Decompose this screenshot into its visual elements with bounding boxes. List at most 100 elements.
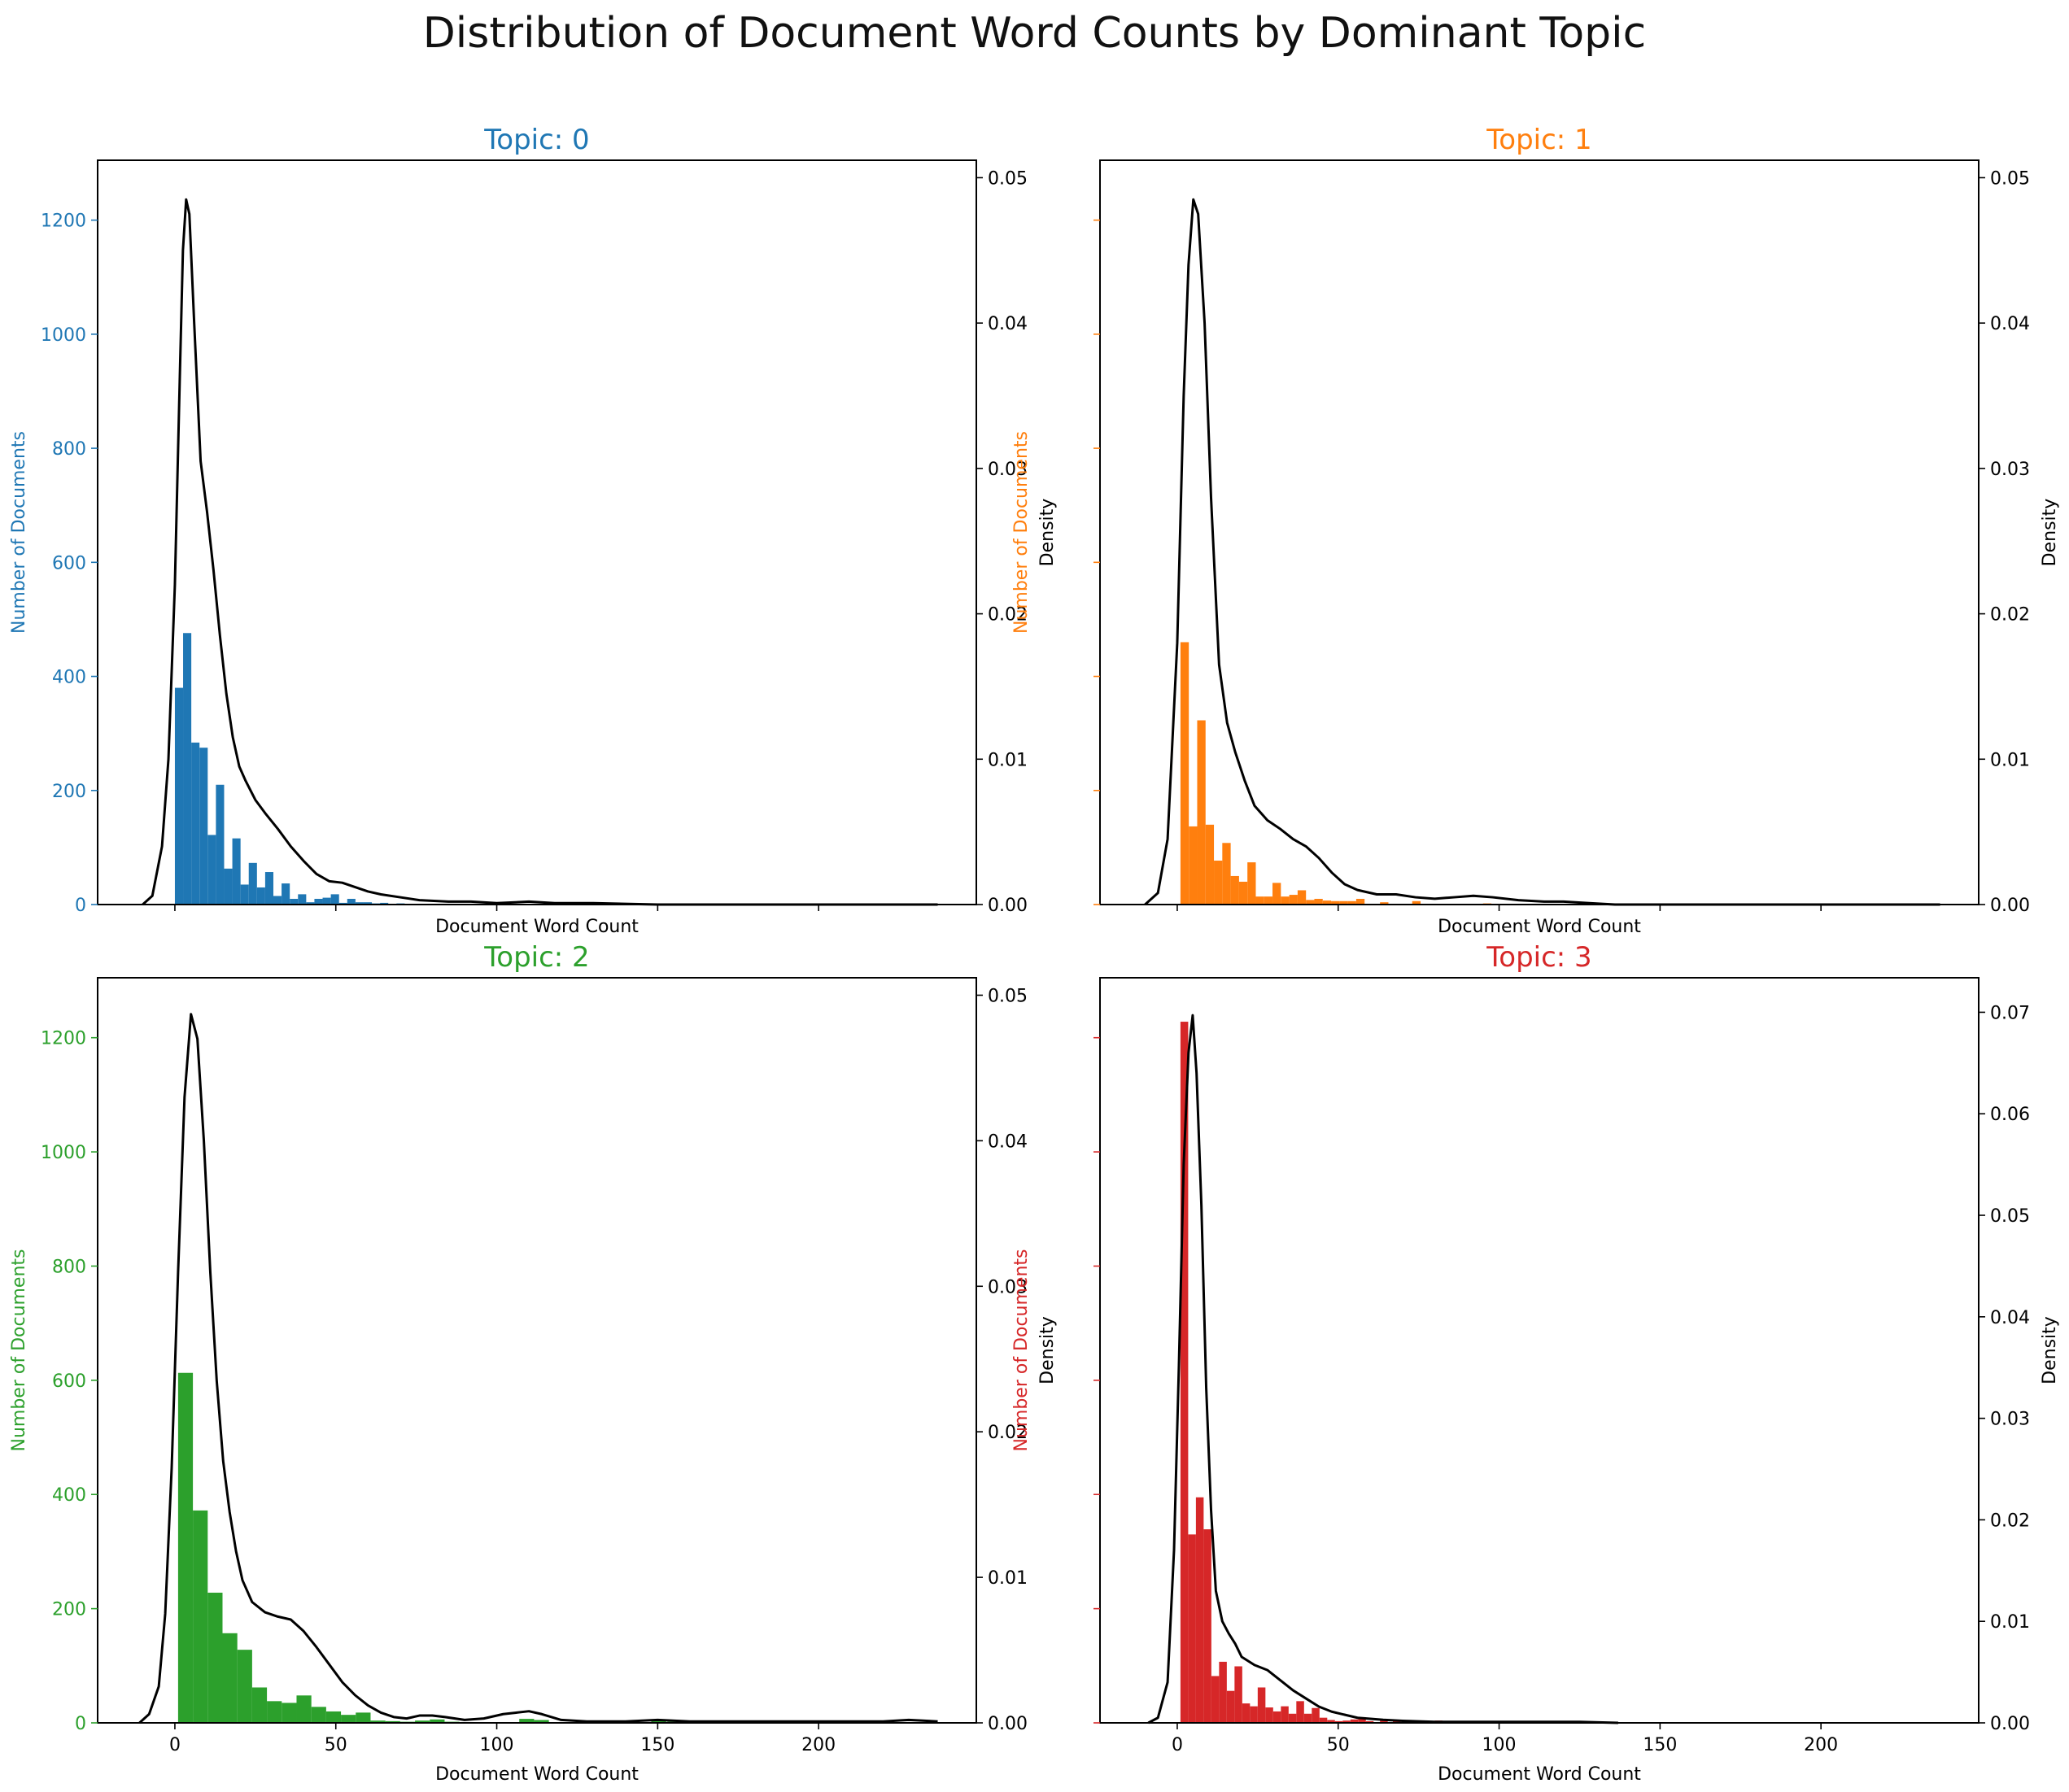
topic-1-density-curve xyxy=(1144,198,1940,906)
topic-3-histogram-bar xyxy=(1250,1706,1258,1723)
topic-0-histogram-bar xyxy=(282,883,290,905)
topic-3-histogram-bar xyxy=(1203,1529,1211,1723)
topic-3-density-tick-label: 0.06 xyxy=(1990,1105,2030,1125)
topic-1-histogram-bar xyxy=(1197,720,1206,905)
topic-0-density-tick-label: 0.01 xyxy=(988,750,1028,770)
topic-0-density-tick-label: 0.04 xyxy=(988,314,1028,334)
topic-1-histogram-bar xyxy=(1205,824,1215,905)
topic-2-y-tick-label: 1000 xyxy=(41,1143,86,1163)
topic-3-subplot-title: Topic: 3 xyxy=(1486,941,1591,974)
topic-0-histogram-bar xyxy=(314,898,323,905)
topic-1-histogram-bar xyxy=(1230,875,1239,905)
topic-0-y-tick-label: 400 xyxy=(52,668,86,688)
topic-3-histogram-bar xyxy=(1211,1676,1220,1723)
topic-0-histogram-bar xyxy=(380,902,389,905)
topic-2-x-tick-label: 50 xyxy=(325,1735,347,1755)
topic-0-histogram-bar xyxy=(306,902,315,905)
topic-1-histogram-bar xyxy=(1189,826,1198,905)
topic-2-histogram-bar xyxy=(519,1719,535,1723)
topic-1-histogram-bar xyxy=(1322,900,1332,905)
topic-3-histogram-bar xyxy=(1226,1690,1235,1723)
topic-1-density-tick-label: 0.05 xyxy=(1990,168,2030,189)
topic-2-histogram-bar xyxy=(222,1633,238,1723)
topic-0-histogram-bar xyxy=(224,868,233,905)
topic-2-histogram-bar xyxy=(651,1720,666,1723)
topic-3-density-tick-label: 0.02 xyxy=(1990,1511,2030,1531)
topic-3-x-tick-label: 150 xyxy=(1643,1735,1677,1755)
topic-1-histogram-bar xyxy=(1331,900,1340,905)
topic-2-histogram-bar xyxy=(267,1701,282,1723)
topic-1-subplot-title: Topic: 1 xyxy=(1486,124,1591,156)
topic-0-density-tick-label: 0.05 xyxy=(988,168,1028,189)
topic-1-histogram-bar xyxy=(1264,896,1273,905)
topic-2-density-curve xyxy=(138,1013,938,1724)
topic-2-x-tick-label: 150 xyxy=(640,1735,674,1755)
figure-title: Distribution of Document Word Counts by … xyxy=(422,9,1647,58)
topic-3-density-tick-label: 0.03 xyxy=(1990,1410,2030,1430)
topic-0-histogram-bar xyxy=(347,898,356,905)
topic-0-subplot-title: Topic: 0 xyxy=(483,124,589,156)
topic-3-histogram-bar xyxy=(1257,1687,1266,1723)
topic-0-density-axis-label: Density xyxy=(1037,499,1058,567)
topic-3-histogram-bar xyxy=(1312,1707,1320,1723)
topic-1-x-axis-label: Document Word Count xyxy=(1438,917,1641,937)
topic-0-y-tick-label: 800 xyxy=(52,439,86,460)
topic-2-histogram-bar xyxy=(237,1650,252,1723)
topic-1-density-axis-label: Density xyxy=(2040,499,2060,567)
topic-3-histogram-bar xyxy=(1288,1713,1297,1723)
topic-0-y-axis-label: Number of Documents xyxy=(9,431,29,634)
topic-0-histogram-bar xyxy=(338,902,347,905)
topic-1-histogram-bar xyxy=(1222,843,1231,905)
topic-0-histogram-bar xyxy=(248,862,257,905)
topic-1-histogram-bar xyxy=(1247,862,1256,905)
topic-1-histogram-bar xyxy=(1306,900,1315,905)
topic-3-x-tick-label: 0 xyxy=(1172,1735,1183,1755)
topic-2-density-tick-label: 0.05 xyxy=(988,986,1028,1006)
topic-2-x-axis-label: Document Word Count xyxy=(435,1764,639,1785)
topic-0-histogram-bar xyxy=(207,835,216,905)
topic-3-histogram-bar xyxy=(1319,1717,1328,1723)
topic-3-histogram-bar xyxy=(1350,1719,1359,1723)
topic-0-y-tick-label: 200 xyxy=(52,782,86,802)
topic-3-density-tick-label: 0.01 xyxy=(1990,1612,2030,1633)
topic-3-histogram-bar xyxy=(1242,1703,1251,1723)
topic-1-histogram-bar xyxy=(1289,895,1298,905)
topic-2-histogram-bar xyxy=(311,1707,326,1723)
topic-0-histogram-bar xyxy=(256,887,265,905)
topic-0-histogram-bar xyxy=(199,748,208,905)
topic-2-histogram-bar xyxy=(207,1592,223,1723)
topic-2-density-tick-label: 0.02 xyxy=(988,1423,1028,1443)
topic-0-histogram-bar xyxy=(216,784,225,905)
topic-0-density-tick-label: 0.00 xyxy=(988,896,1028,916)
topic-1-density-tick-label: 0.00 xyxy=(1990,896,2030,916)
topic-3-density-tick-label: 0.04 xyxy=(1990,1308,2030,1328)
topic-2-histogram-bar xyxy=(534,1720,549,1723)
topic-1-histogram-bar xyxy=(1281,896,1290,905)
topic-2-histogram-bar xyxy=(370,1720,386,1723)
topic-1-histogram-bar xyxy=(1355,898,1365,905)
topic-0-y-tick-label: 600 xyxy=(52,553,86,573)
topic-0-histogram-bar xyxy=(290,898,299,905)
topic-1-histogram-bar xyxy=(1180,642,1189,905)
topic-2-y-tick-label: 600 xyxy=(52,1371,86,1392)
topic-0-y-tick-label: 1000 xyxy=(41,325,86,346)
topic-1-density-tick-label: 0.04 xyxy=(1990,314,2030,334)
topic-1-density-tick-label: 0.03 xyxy=(1990,460,2030,480)
topic-0-histogram-bar xyxy=(174,687,184,905)
topic-2-histogram-bar xyxy=(282,1703,297,1723)
topic-1-histogram-bar xyxy=(1339,900,1348,905)
topic-3-histogram-bar xyxy=(1219,1661,1227,1723)
topic-2-y-tick-label: 1200 xyxy=(41,1029,86,1049)
topic-3-density-curve xyxy=(1147,1014,1618,1724)
topic-1-histogram-bar xyxy=(1347,900,1356,905)
topic-1-histogram-bar xyxy=(1412,900,1421,905)
topic-2-y-tick-label: 200 xyxy=(52,1600,86,1620)
topic-3-y-axis-label: Number of Documents xyxy=(1011,1249,1032,1451)
topic-1-density-tick-label: 0.01 xyxy=(1990,750,2030,770)
topic-3-density-tick-label: 0.07 xyxy=(1990,1003,2030,1023)
topic-3-histogram-bar xyxy=(1195,1497,1204,1723)
topic-3-histogram-bar xyxy=(1234,1666,1242,1723)
topic-0-density-tick-label: 0.03 xyxy=(988,460,1028,480)
topic-1-histogram-bar xyxy=(1214,861,1223,905)
